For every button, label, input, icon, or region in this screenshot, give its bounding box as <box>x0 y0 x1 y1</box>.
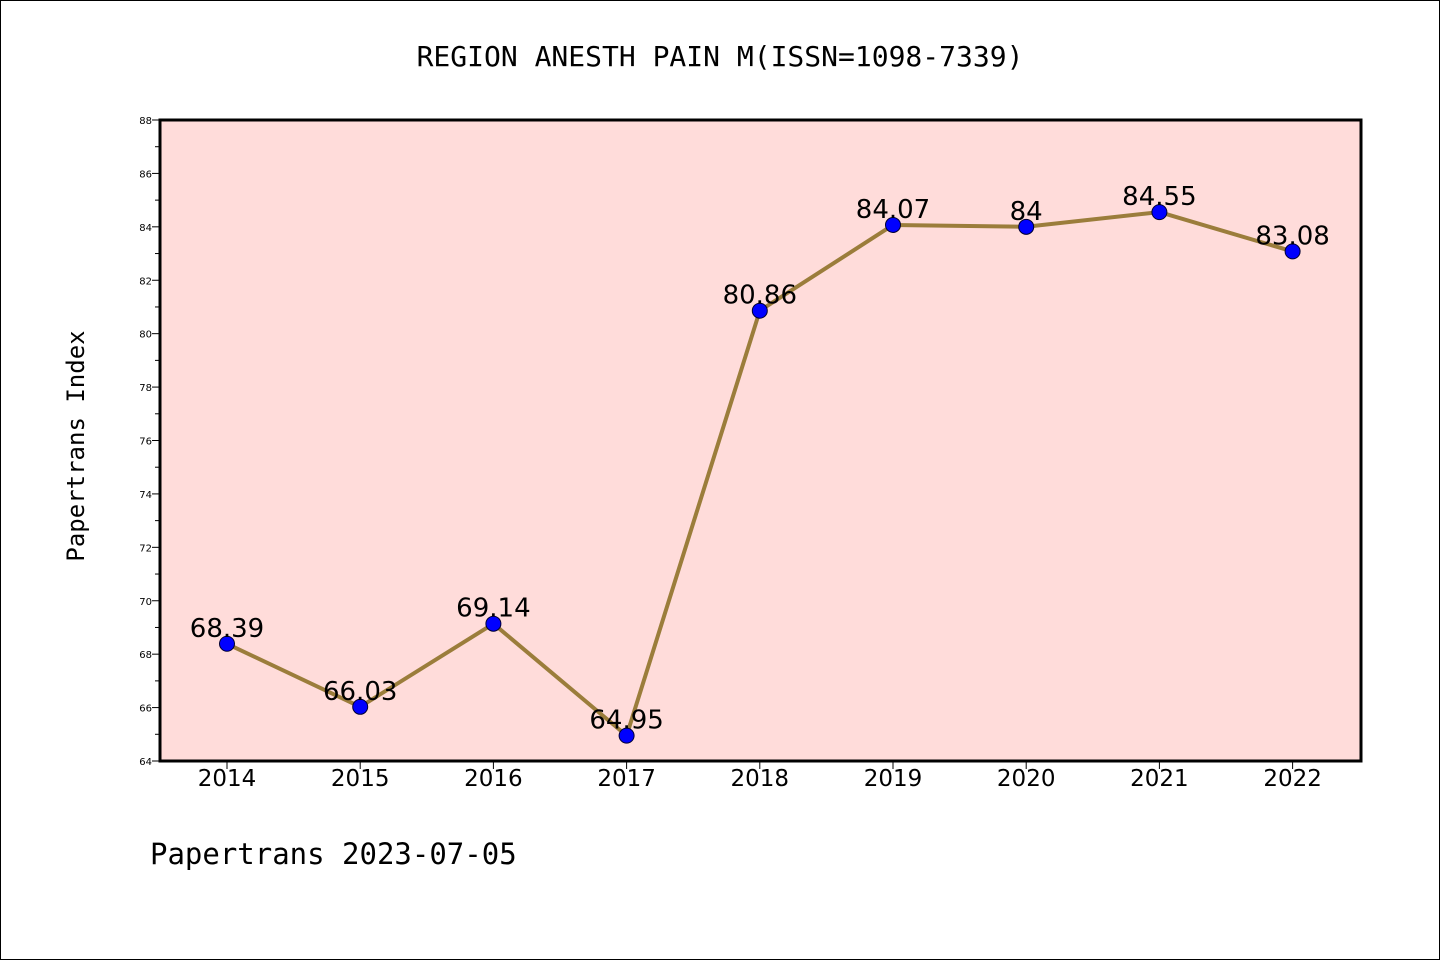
data-point <box>618 727 635 744</box>
y-tick-label: 74 <box>139 490 152 501</box>
x-tick-label: 2014 <box>198 766 257 792</box>
y-tick-label: 84 <box>139 223 152 234</box>
data-label: 66.03 <box>323 677 397 707</box>
data-point <box>485 615 502 632</box>
data-label: 84.55 <box>1122 182 1196 212</box>
data-label: 80.86 <box>723 281 797 311</box>
x-tick-label: 2017 <box>597 766 656 792</box>
data-label: 84.07 <box>856 195 930 225</box>
y-tick-label: 66 <box>139 704 152 715</box>
footer-text: Papertrans 2023-07-05 <box>150 837 517 871</box>
x-tick-label: 2019 <box>864 766 923 792</box>
y-tick-label: 82 <box>139 276 152 287</box>
series-markers <box>219 204 1301 744</box>
data-label: 84 <box>1010 197 1043 227</box>
x-tick-label: 2016 <box>464 766 523 792</box>
x-axis: 2014 2015 2016 2017 2018 2019 2020 2021 2022 <box>198 761 1322 792</box>
chart-title: REGION ANESTH PAIN M(ISSN=1098-7339) <box>417 40 1024 73</box>
y-axis: 64 66 68 70 72 74 76 78 80 82 84 86 88 <box>139 116 160 768</box>
x-tick-label: 2020 <box>997 766 1056 792</box>
data-point <box>219 635 235 652</box>
plot-border <box>158 118 1363 763</box>
data-point <box>352 698 369 715</box>
data-label: 64.95 <box>589 706 663 736</box>
data-point <box>1018 218 1035 235</box>
y-tick-label: 80 <box>139 330 152 341</box>
x-tick-label: 2022 <box>1263 766 1322 792</box>
x-tick-label: 2021 <box>1130 766 1189 792</box>
data-label: 83.08 <box>1255 221 1329 251</box>
data-point <box>751 302 768 319</box>
y-tick-label: 88 <box>139 116 152 127</box>
x-tick-label: 2018 <box>731 766 790 792</box>
y-axis-label: Papertrans Index <box>62 330 90 561</box>
data-point <box>1284 243 1301 260</box>
plot-area <box>160 120 1361 761</box>
data-label: 68.39 <box>190 614 264 644</box>
data-point <box>885 216 901 233</box>
y-tick-label: 86 <box>139 169 152 180</box>
y-tick-label: 68 <box>139 650 152 661</box>
y-tick-label: 72 <box>139 543 152 554</box>
y-tick-label: 64 <box>139 757 152 768</box>
y-tick-label: 78 <box>139 383 152 394</box>
x-tick-label: 2015 <box>331 766 390 792</box>
y-tick-label: 70 <box>139 597 152 608</box>
data-point <box>1151 204 1168 221</box>
data-labels: 68.39 66.03 69.14 64.95 80.86 84.07 84 84.55 83.… <box>190 182 1330 735</box>
y-tick-label: 76 <box>139 437 152 448</box>
data-label: 69.14 <box>456 594 530 624</box>
